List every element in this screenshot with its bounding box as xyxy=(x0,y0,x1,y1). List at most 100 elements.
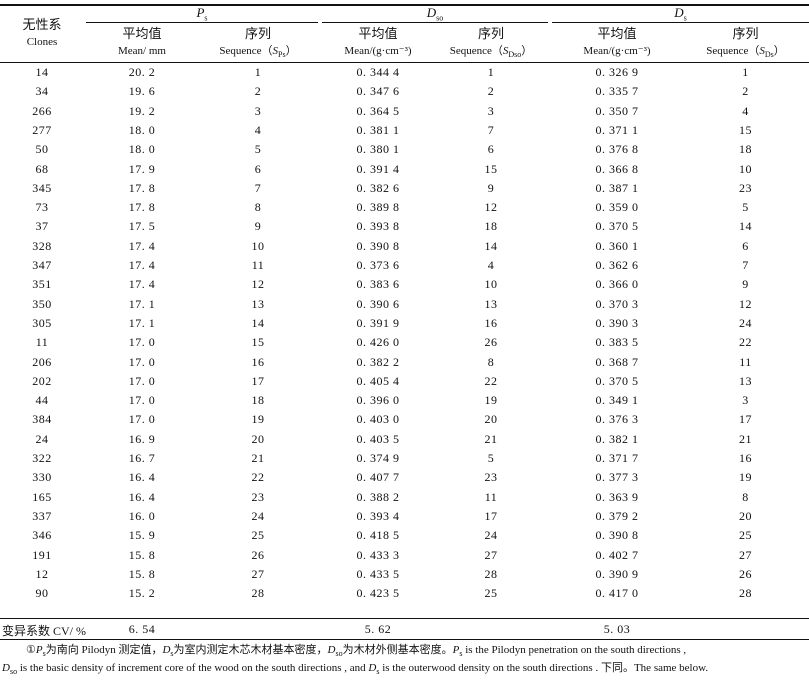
cell-clone: 384 xyxy=(32,412,52,426)
cell-seq-ps: 2 xyxy=(254,84,262,98)
cell-mean-ps: 17. 1 xyxy=(128,297,156,311)
cell-mean-dso: 0. 393 8 xyxy=(356,219,400,233)
cell-seq-ds: 28 xyxy=(739,586,752,600)
cell-seq-dso: 1 xyxy=(487,65,495,79)
cell-seq-dso: 5 xyxy=(487,451,495,465)
cell-mean-dso: 0. 390 8 xyxy=(356,239,400,253)
cell-seq-ps: 19 xyxy=(251,412,265,426)
cell-mean-dso: 0. 374 9 xyxy=(356,451,400,465)
cell-seq-ps: 1 xyxy=(254,65,262,79)
cell-mean-ps: 18. 0 xyxy=(128,142,156,156)
cell-clone: 206 xyxy=(32,355,52,369)
cell-seq-ps: 17 xyxy=(251,374,265,388)
header-seq-en-ps: Sequence（SPs） xyxy=(219,45,297,60)
cell-mean-dso: 0. 389 8 xyxy=(356,200,400,214)
cell-seq-ds: 24 xyxy=(739,316,752,330)
cell-seq-ds: 11 xyxy=(739,355,752,369)
header-group-dso: Dso xyxy=(426,5,444,23)
footnote-line-1: ①Ps为南向 Pilodyn 测定值，Ds为室内测定木芯木材基本密度，Dso为木… xyxy=(26,644,687,659)
cell-seq-ps: 12 xyxy=(251,277,265,291)
cell-seq-ds: 14 xyxy=(739,219,752,233)
cell-mean-ps: 17. 8 xyxy=(128,200,156,214)
cell-seq-ds: 20 xyxy=(739,509,752,523)
cell-mean-ps: 17. 0 xyxy=(128,355,156,369)
cell-mean-ps: 17. 4 xyxy=(128,239,156,253)
cell-seq-dso: 23 xyxy=(484,470,498,484)
cell-seq-ds: 21 xyxy=(739,432,752,446)
cell-mean-ds: 0. 366 8 xyxy=(595,162,639,176)
cell-seq-dso: 9 xyxy=(487,181,495,195)
header-mean-en-dso: Mean/(g·cm⁻³) xyxy=(344,45,412,57)
cell-mean-dso: 0. 390 6 xyxy=(356,297,400,311)
cell-clone: 37 xyxy=(35,219,49,233)
cell-mean-dso: 0. 382 2 xyxy=(356,355,400,369)
cv-top-rule xyxy=(0,618,809,619)
cell-seq-ps: 5 xyxy=(254,142,262,156)
top-rule xyxy=(0,4,809,6)
cell-seq-dso: 11 xyxy=(484,490,498,504)
header-clone-en: Clones xyxy=(26,36,58,48)
cell-mean-ds: 0. 359 0 xyxy=(595,200,639,214)
cell-seq-ps: 9 xyxy=(254,219,262,233)
cv-value-dso: 5. 62 xyxy=(364,622,392,636)
cell-mean-ds: 0. 362 6 xyxy=(595,258,639,272)
header-mean-cn-ps: 平均值 xyxy=(122,26,162,41)
cell-seq-dso: 2 xyxy=(487,84,495,98)
cell-mean-ds: 0. 417 0 xyxy=(595,586,639,600)
cell-mean-ds: 0. 368 7 xyxy=(595,355,639,369)
cell-seq-ps: 6 xyxy=(254,162,262,176)
header-group-ps: Ps xyxy=(196,5,208,23)
cell-seq-ds: 22 xyxy=(739,335,752,349)
cell-mean-ps: 16. 4 xyxy=(128,490,156,504)
header-bottom-rule xyxy=(0,62,809,63)
cell-seq-dso: 21 xyxy=(484,432,498,446)
cell-mean-ps: 15. 2 xyxy=(128,586,156,600)
cell-seq-ds: 18 xyxy=(739,142,752,156)
cell-seq-ds: 12 xyxy=(739,297,752,311)
cell-seq-dso: 8 xyxy=(487,355,495,369)
cell-seq-ds: 4 xyxy=(742,104,749,118)
cv-value-ds: 5. 03 xyxy=(603,622,631,636)
cell-seq-ds: 2 xyxy=(742,84,749,98)
cell-mean-dso: 0. 405 4 xyxy=(356,374,400,388)
cell-seq-dso: 12 xyxy=(484,200,498,214)
cv-value-ps: 6. 54 xyxy=(128,622,156,636)
cell-clone: 347 xyxy=(32,258,52,272)
cell-seq-ds: 16 xyxy=(739,451,752,465)
footnote-line-2: Dso is the basic density of increment co… xyxy=(2,662,709,677)
cell-seq-dso: 14 xyxy=(484,239,498,253)
cell-seq-dso: 26 xyxy=(484,335,498,349)
cell-mean-ps: 17. 0 xyxy=(128,393,156,407)
cell-mean-ds: 0. 379 2 xyxy=(595,509,639,523)
cell-seq-ps: 21 xyxy=(251,451,265,465)
cell-mean-ps: 16. 0 xyxy=(128,509,156,523)
cell-seq-dso: 20 xyxy=(484,412,498,426)
cell-seq-ps: 10 xyxy=(251,239,265,253)
cell-seq-dso: 22 xyxy=(484,374,498,388)
group-underline-dso xyxy=(322,22,548,23)
cell-clone: 14 xyxy=(35,65,49,79)
cell-mean-ds: 0. 366 0 xyxy=(595,277,639,291)
cell-mean-dso: 0. 396 0 xyxy=(356,393,400,407)
cell-seq-dso: 19 xyxy=(484,393,498,407)
cell-mean-dso: 0. 391 9 xyxy=(356,316,400,330)
cell-seq-ps: 25 xyxy=(251,528,265,542)
cell-seq-ps: 24 xyxy=(251,509,265,523)
cell-seq-ds: 5 xyxy=(742,200,749,214)
cell-mean-ds: 0. 370 5 xyxy=(595,374,639,388)
cell-mean-ds: 0. 363 9 xyxy=(595,490,639,504)
cell-clone: 322 xyxy=(32,451,52,465)
header-seq-cn-ps: 序列 xyxy=(244,26,271,41)
cell-clone: 202 xyxy=(32,374,52,388)
cell-mean-ps: 19. 6 xyxy=(128,84,156,98)
cell-seq-dso: 18 xyxy=(484,219,498,233)
cell-seq-ds: 1 xyxy=(742,65,749,79)
cell-seq-ds: 19 xyxy=(739,470,752,484)
cell-mean-dso: 0. 418 5 xyxy=(356,528,400,542)
cell-mean-ds: 0. 326 9 xyxy=(595,65,639,79)
cell-mean-ds: 0. 335 7 xyxy=(595,84,639,98)
cell-mean-ds: 0. 371 1 xyxy=(595,123,639,137)
cell-mean-ps: 17. 8 xyxy=(128,181,156,195)
cell-mean-ds: 0. 360 1 xyxy=(595,239,639,253)
cell-clone: 337 xyxy=(32,509,52,523)
